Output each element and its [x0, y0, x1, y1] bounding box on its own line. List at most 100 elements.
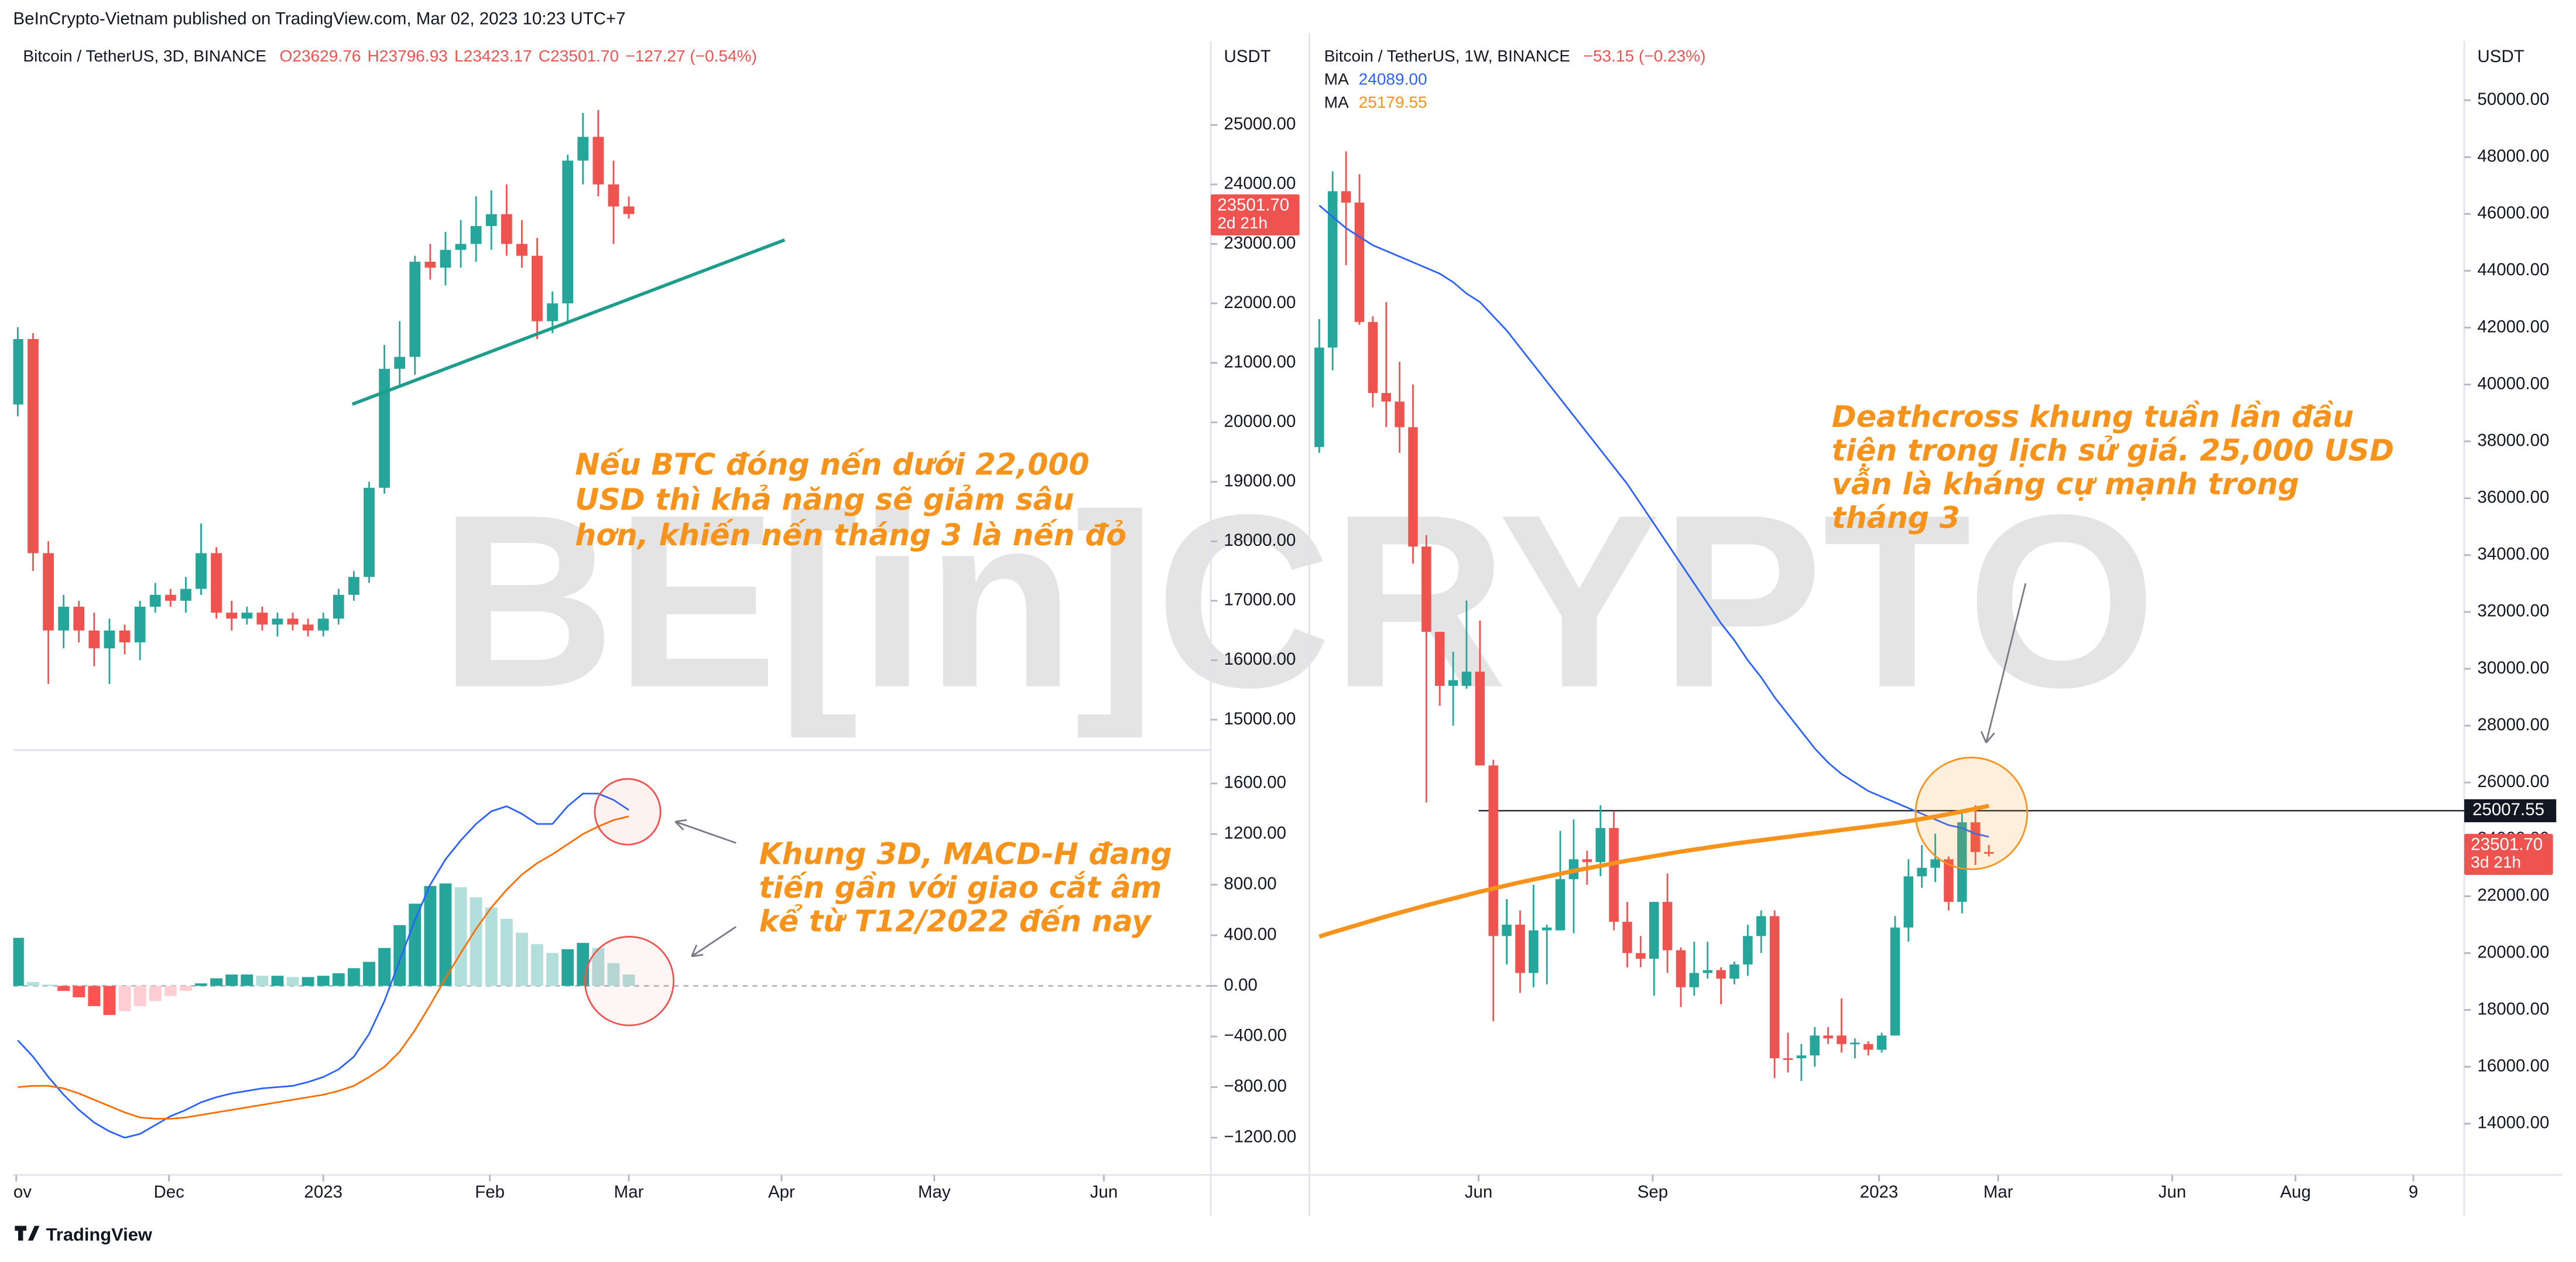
- y-tick-label: 30000.00: [2478, 658, 2550, 678]
- candle-body: [1863, 1044, 1873, 1050]
- histogram-bar: [241, 974, 254, 986]
- candle-body: [440, 249, 451, 268]
- candle-body: [379, 368, 390, 488]
- candle-body: [1837, 1035, 1847, 1044]
- y-tick-label: −1200.00: [1224, 1127, 1297, 1147]
- candle-body: [104, 630, 115, 649]
- y-tick-label: 1200.00: [1224, 823, 1286, 843]
- histogram-bar: [88, 986, 101, 1007]
- logo-icon: [15, 1226, 40, 1241]
- candle-body: [577, 136, 589, 161]
- last-price-label: 23501.70: [2471, 835, 2543, 854]
- candle-body: [119, 630, 131, 642]
- candle-body: [1890, 927, 1900, 1036]
- footer-logo: TradingView: [15, 1224, 153, 1244]
- candle-body: [592, 136, 604, 184]
- candle-body: [1984, 851, 1994, 854]
- candle-body: [1796, 1055, 1807, 1059]
- hline-label: 25007.55: [2472, 800, 2544, 819]
- macd-line: [17, 792, 629, 1139]
- candle-body: [1555, 879, 1566, 931]
- y-tick-label: 400.00: [1224, 925, 1277, 944]
- y-tick-label: −400.00: [1224, 1026, 1287, 1045]
- x-axis: Jun Sep 2023 Mar Jun Aug 9: [1465, 1175, 2418, 1202]
- histogram-bar: [439, 883, 452, 986]
- candle-body: [1716, 970, 1726, 979]
- histogram-bar: [103, 986, 116, 1015]
- y-tick-label: 1600.00: [1224, 773, 1286, 792]
- countdown-label: 3d 21h: [2471, 853, 2521, 871]
- histogram-bar: [73, 986, 85, 997]
- candle-body: [1944, 859, 1954, 902]
- y-tick-label: 14000.00: [2478, 1113, 2550, 1133]
- legend-value: L23423.17: [454, 47, 532, 66]
- x-tick-label: Mar: [614, 1182, 644, 1202]
- ma-value: 24089.00: [1359, 70, 1427, 88]
- candle-body: [1475, 671, 1485, 766]
- x-tick-label: 2023: [304, 1182, 342, 1202]
- candle-body: [165, 594, 176, 601]
- arrow: [1985, 583, 2027, 743]
- candle-body: [1448, 680, 1458, 686]
- legend-value: −127.27 (−0.54%): [625, 47, 757, 66]
- histogram-bar: [210, 978, 223, 986]
- candle-body: [287, 618, 299, 625]
- candle-body: [394, 357, 406, 369]
- histogram-bar: [164, 986, 177, 996]
- plot: [13, 792, 1211, 1139]
- candle-body: [226, 613, 238, 619]
- histogram-bar: [13, 938, 24, 986]
- histogram-bar: [393, 925, 406, 986]
- y-tick-label: 16000.00: [2478, 1056, 2550, 1075]
- histogram-bar: [485, 907, 498, 986]
- y-tick-label: 20000.00: [2478, 942, 2550, 962]
- highlight-circle: [594, 778, 662, 846]
- arrow: [691, 926, 737, 957]
- y-tick-label: 25000.00: [1224, 114, 1296, 134]
- y-tick-label: 23000.00: [1224, 233, 1296, 252]
- candle-body: [1636, 953, 1646, 959]
- chart-title: Bitcoin / TetherUS, 3D, BINANCE: [23, 47, 266, 66]
- histogram-bar: [424, 885, 437, 986]
- candle-body: [1876, 1035, 1887, 1050]
- y-tick-label: −800.00: [1224, 1076, 1287, 1096]
- candle-body: [73, 607, 85, 631]
- ma-name: MA: [1324, 70, 1349, 88]
- annotation-text: tiến gần với giao cắt âm: [759, 870, 1162, 905]
- candle-body: [1461, 671, 1472, 686]
- candle-body: [1676, 950, 1686, 987]
- candle-body: [562, 160, 574, 304]
- candle-body: [28, 338, 39, 553]
- last-price-tag: [2464, 833, 2553, 875]
- candle-body: [1622, 922, 1632, 953]
- histogram-bar: [302, 977, 314, 986]
- candle-body: [1595, 827, 1605, 863]
- histogram-bar: [607, 963, 620, 986]
- legend-value: −53.15 (−0.23%): [1584, 47, 1706, 66]
- candle-body: [1327, 191, 1338, 348]
- moving-average: [1318, 803, 1989, 939]
- candle-body: [1609, 827, 1619, 922]
- histogram-bar: [118, 986, 131, 1011]
- y-tick-label: 46000.00: [2478, 203, 2550, 223]
- x-tick-label: Apr: [768, 1182, 795, 1202]
- y-tick-label: 38000.00: [2478, 430, 2550, 450]
- annotation-text: tiện trong lịch sử giá. 25,000 USD: [1832, 433, 2394, 468]
- x-tick-label: Jun: [1090, 1182, 1118, 1202]
- last-price-label: 23501.70: [1217, 195, 1289, 214]
- chart-title: Bitcoin / TetherUS, 1W, BINANCE: [1324, 47, 1570, 66]
- y-tick-label: 0.00: [1224, 975, 1258, 994]
- x-tick-label: Sep: [1638, 1182, 1668, 1202]
- candle-body: [1769, 916, 1780, 1059]
- histogram-bar: [57, 986, 70, 991]
- candle-body: [1582, 859, 1592, 863]
- y-tick-label: 40000.00: [2478, 374, 2550, 393]
- candle-body: [1823, 1035, 1833, 1039]
- histogram-bar: [500, 919, 513, 986]
- y-tick-label: 21000.00: [1224, 352, 1296, 371]
- candle-body: [1529, 930, 1539, 973]
- axis-unit: USDT: [2478, 47, 2524, 66]
- candle-body: [1341, 191, 1351, 203]
- y-tick-label: 22000.00: [1224, 293, 1296, 312]
- candle-body: [1354, 202, 1365, 322]
